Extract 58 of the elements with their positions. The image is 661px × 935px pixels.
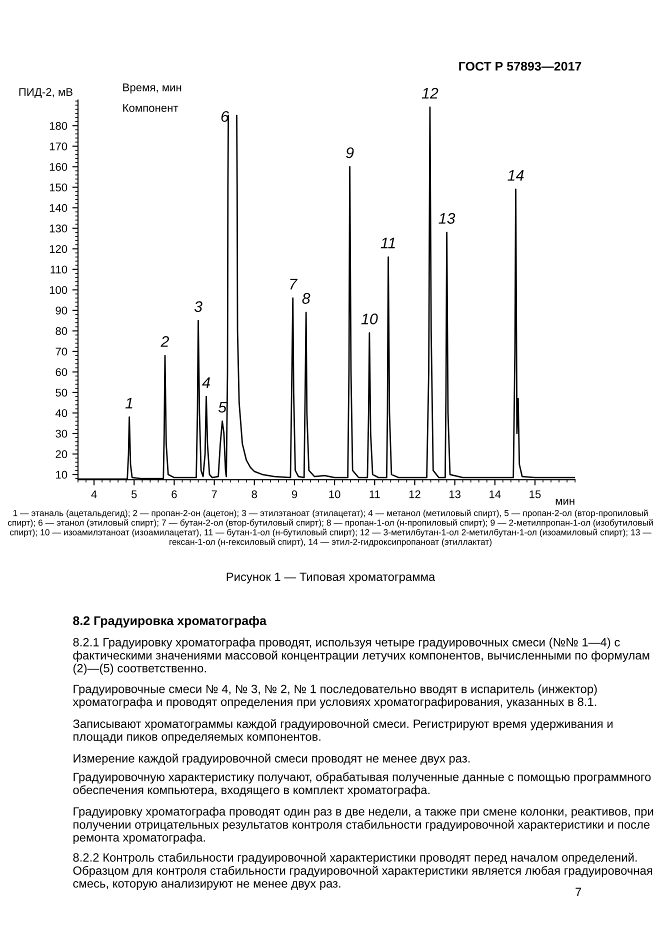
annotation: 6 [221, 111, 229, 122]
y-tick-label: 110 [50, 266, 68, 274]
y-tick-label: 80 [56, 327, 68, 336]
annotation: 2 [160, 336, 170, 347]
x-tick-label: 7 [212, 490, 217, 498]
annotation: Компонент [123, 104, 178, 112]
text: 1 — этаналь (ацетальдегид); 2 — пропан-2-он (ацетон); 3 — этилэтаноат (этилацетат); 4 — метанол (метиловый спирт), 5 — пропан-2-ол (втор-пропиловый спирт); 6 — этанол (этиловый спирт); 7 — бутан-2-ол (втор-бутиловый спирт); 8 — пропан-1-ол (н-пропиловый спирт); 9 — 2-метилпропан-1-ол (изобутиловый спирт); 10 — изоамилэтаноат (изоамилацетат), 11 — бутан-1-ол (н-бутиловый спирт); 12 — 3-метилбутан-1-ол 2-метилбутан-1-ол (изоамиловый спирт); 13 — гексан-1-ол (н-гексиловый спирт), 14 — этил-2-гидроксипропаноат (этиллактат) [8, 510, 653, 547]
x-tick-label: 6 [172, 490, 177, 498]
y-tick-label: 100 [50, 286, 68, 294]
x-tick-label: 13 [449, 490, 460, 498]
text: 8.2.1 Градуировку хроматографа проводят, используя четыре градуировочных смеси (№№ 1—4) с фактическими значениями массовой концентрации летучих компонентов, вычисленными по формулам (2)—(5) соответственно. [73, 638, 650, 675]
text: Измерение каждой градуировочной смеси проводят не менее двух раз. [74, 754, 470, 765]
y-tick-label: 40 [55, 409, 68, 418]
annotation: 11 [380, 238, 395, 248]
y-tick-label: 30 [56, 430, 68, 438]
annotation: 4 [202, 377, 210, 388]
y-tick-label: 170 [50, 142, 68, 150]
x-tick-label: 5 [131, 490, 137, 498]
annotation: 9 [346, 147, 354, 158]
y-tick-label: 60 [56, 368, 68, 376]
y-tick-label: 20 [56, 450, 68, 458]
text: Рисунок 1 — Типовая хроматограмма [226, 572, 436, 584]
annotation: 7 [290, 278, 298, 290]
annotation: 13 [438, 213, 456, 224]
y-tick-label: 120 [50, 245, 68, 253]
x-tick-label: 14 [490, 490, 501, 498]
text: Записывают хроматограммы каждой градуировочной смеси. Регистрируют время удерживания и площади пиков определяемых компонентов. [73, 719, 613, 744]
annotation: 10 [361, 314, 378, 324]
y-tick-label: 10 [56, 470, 68, 479]
annotation: 5 [218, 402, 227, 413]
y-tick-label: 70 [56, 348, 68, 356]
annotation: 14 [508, 170, 524, 181]
text: Градуировочную характеристику получают, обрабатывая полученные данные с помощью программного обеспечения компьютера, входящего в комплект хроматографа. [73, 772, 651, 797]
y-tick-label: 130 [50, 224, 68, 232]
y-axis-title: ПИД-2, мВ [19, 88, 72, 98]
text: ГОСТ Р 57893—2017 [459, 62, 582, 71]
x-tick-label: 10 [329, 490, 340, 498]
y-tick-label: 140 [50, 204, 68, 212]
x-tick-label: 9 [292, 490, 298, 498]
x-tick-label: 12 [409, 490, 420, 498]
annotation: 3 [194, 301, 202, 312]
text: Время, мин [123, 84, 182, 94]
text: 8.2 Градуировка хроматографа [73, 616, 267, 628]
x-tick-label: 8 [252, 490, 257, 498]
annotation: 8 [302, 293, 310, 304]
x-tick-label: 15 [530, 490, 541, 498]
y-tick-label: 90 [56, 306, 68, 315]
annotation: 1 [125, 398, 132, 408]
y-tick-label: 150 [50, 184, 68, 192]
y-tick-label: 180 [50, 122, 68, 130]
x-tick-label: 11 [370, 490, 380, 498]
text: Градуировку хроматографа проводят один раз в две недели, а также при смене колонки, реактивов, при получении отрицательных результатов контроля стабильности градуировочной характеристики и после ремонта хроматографа. [73, 806, 654, 844]
y-tick-label: 50 [56, 388, 68, 397]
text: Градуировочные смеси № 4, № 3, № 2, № 1 последовательно вводят в испаритель (инжектор) хроматографа и проводят определения при условиях хроматографирования, указанных в 8.1. [72, 684, 597, 708]
annotation: 12 [422, 88, 438, 98]
x-tick-label: 4 [91, 490, 97, 498]
y-tick-label: 160 [50, 163, 68, 171]
x-axis-title: мин [556, 498, 574, 505]
